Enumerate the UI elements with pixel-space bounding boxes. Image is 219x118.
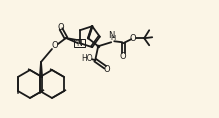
- Text: HO: HO: [81, 54, 93, 63]
- Text: O: O: [120, 52, 127, 61]
- Text: O: O: [58, 23, 64, 32]
- Polygon shape: [87, 26, 92, 39]
- Text: H: H: [111, 35, 116, 41]
- Text: N: N: [108, 31, 114, 40]
- Text: O: O: [52, 42, 58, 51]
- Text: O: O: [130, 34, 136, 43]
- Text: N: N: [76, 39, 82, 48]
- Text: O: O: [104, 65, 111, 74]
